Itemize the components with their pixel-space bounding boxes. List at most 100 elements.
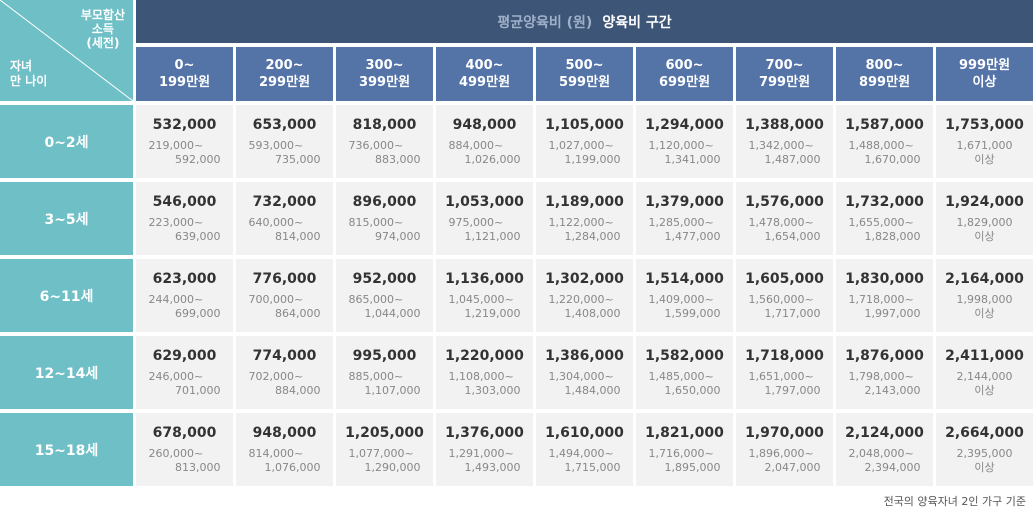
table-cell: 1,205,000 1,077,000~ 1,290,000 [336, 413, 433, 486]
range-low: 885,000~ [348, 370, 404, 383]
cost-range: 2,048,000~ 2,394,000 [849, 447, 921, 475]
range-high: 1,076,000 [264, 461, 321, 474]
average-cost: 1,605,000 [745, 271, 824, 287]
age-row-header: 0~2세 [0, 105, 133, 178]
table-cell: 1,220,000 1,108,000~ 1,303,000 [436, 336, 533, 409]
average-cost: 1,576,000 [745, 194, 824, 210]
range-low: 975,000~ [448, 216, 504, 229]
table-cell: 1,053,000 975,000~ 1,121,000 [436, 182, 533, 255]
income-column-header: 600~ 699만원 [636, 47, 733, 101]
average-cost: 623,000 [152, 271, 217, 287]
average-cost: 653,000 [252, 117, 317, 133]
range-low: 1,120,000~ [648, 139, 714, 152]
range-low: 1,122,000~ [548, 216, 614, 229]
range-high: 1,199,000 [564, 153, 621, 166]
table-cell: 732,000 640,000~ 814,000 [236, 182, 333, 255]
range-low: 260,000~ [148, 447, 204, 460]
cost-range: 885,000~ 1,107,000 [349, 370, 421, 398]
range-low: 1,409,000~ [648, 293, 714, 306]
range-low: 1,671,000 [956, 139, 1013, 152]
range-high: 이상 [974, 230, 995, 243]
range-low: 1,718,000~ [848, 293, 914, 306]
average-cost: 1,718,000 [745, 348, 824, 364]
average-cost: 2,664,000 [945, 425, 1024, 441]
table-cell: 1,294,000 1,120,000~ 1,341,000 [636, 105, 733, 178]
table-cell: 818,000 736,000~ 883,000 [336, 105, 433, 178]
range-low: 1,798,000~ [848, 370, 914, 383]
table-cell: 2,664,000 2,395,000 이상 [936, 413, 1033, 486]
range-low: 244,000~ [148, 293, 204, 306]
average-cost: 776,000 [252, 271, 317, 287]
range-low: 1,108,000~ [448, 370, 514, 383]
range-high: 1,654,000 [764, 230, 821, 243]
cost-range: 1,998,000 이상 [957, 293, 1013, 321]
range-high: 639,000 [175, 230, 221, 243]
average-cost: 546,000 [152, 194, 217, 210]
average-cost: 1,294,000 [645, 117, 724, 133]
cost-range: 1,409,000~ 1,599,000 [649, 293, 721, 321]
range-high: 883,000 [375, 153, 421, 166]
range-low: 1,560,000~ [748, 293, 814, 306]
range-high: 1,341,000 [664, 153, 721, 166]
range-low: 1,829,000 [956, 216, 1013, 229]
cost-range: 1,120,000~ 1,341,000 [649, 139, 721, 167]
range-low: 1,655,000~ [848, 216, 914, 229]
table-cell: 1,302,000 1,220,000~ 1,408,000 [536, 259, 633, 332]
cost-range: 975,000~ 1,121,000 [449, 216, 521, 244]
cost-range: 2,144,000 이상 [957, 370, 1013, 398]
average-cost: 1,053,000 [445, 194, 524, 210]
table-cell: 1,105,000 1,027,000~ 1,199,000 [536, 105, 633, 178]
range-high: 1,650,000 [664, 384, 721, 397]
range-high: 1,493,000 [464, 461, 521, 474]
table-cell: 776,000 700,000~ 864,000 [236, 259, 333, 332]
table-cell: 629,000 246,000~ 701,000 [136, 336, 233, 409]
average-cost: 1,220,000 [445, 348, 524, 364]
average-cost: 1,924,000 [945, 194, 1024, 210]
table-cell: 1,753,000 1,671,000 이상 [936, 105, 1033, 178]
table-cell: 2,164,000 1,998,000 이상 [936, 259, 1033, 332]
cost-range: 2,395,000 이상 [957, 447, 1013, 475]
average-cost: 1,105,000 [545, 117, 624, 133]
range-high: 592,000 [175, 153, 221, 166]
range-low: 1,220,000~ [548, 293, 614, 306]
cost-range: 865,000~ 1,044,000 [349, 293, 421, 321]
average-cost: 1,582,000 [645, 348, 724, 364]
average-cost: 732,000 [252, 194, 317, 210]
range-low: 219,000~ [148, 139, 204, 152]
range-high: 701,000 [175, 384, 221, 397]
table-cell: 1,718,000 1,651,000~ 1,797,000 [736, 336, 833, 409]
table-cell: 774,000 702,000~ 884,000 [236, 336, 333, 409]
average-cost: 2,411,000 [945, 348, 1024, 364]
cost-range: 1,494,000~ 1,715,000 [549, 447, 621, 475]
average-cost: 1,136,000 [445, 271, 524, 287]
table-cell: 1,379,000 1,285,000~ 1,477,000 [636, 182, 733, 255]
average-cost: 1,388,000 [745, 117, 824, 133]
range-low: 815,000~ [348, 216, 404, 229]
income-axis-label: 부모합산 소득 (세전) [80, 8, 125, 50]
age-row-header: 12~14세 [0, 336, 133, 409]
average-cost: 1,821,000 [645, 425, 724, 441]
cost-range: 593,000~ 735,000 [249, 139, 321, 167]
table-cell: 1,610,000 1,494,000~ 1,715,000 [536, 413, 633, 486]
table-cell: 1,605,000 1,560,000~ 1,717,000 [736, 259, 833, 332]
average-cost: 1,876,000 [845, 348, 924, 364]
cost-range: 884,000~ 1,026,000 [449, 139, 521, 167]
table-cell: 948,000 814,000~ 1,076,000 [236, 413, 333, 486]
table-cell: 1,970,000 1,896,000~ 2,047,000 [736, 413, 833, 486]
cost-range: 700,000~ 864,000 [249, 293, 321, 321]
range-high: 813,000 [175, 461, 221, 474]
range-low: 1,651,000~ [748, 370, 814, 383]
average-cost: 2,164,000 [945, 271, 1024, 287]
childcare-cost-table: 부모합산 소득 (세전) 자녀 만 나이 평균양육비 (원) 양육비 구간 0~… [0, 0, 1033, 486]
average-cost: 1,514,000 [645, 271, 724, 287]
average-cost: 1,386,000 [545, 348, 624, 364]
range-high: 이상 [974, 384, 995, 397]
range-high: 1,477,000 [664, 230, 721, 243]
range-low: 1,716,000~ [648, 447, 714, 460]
banner-prefix: 평균양육비 (원) [497, 14, 593, 31]
average-cost: 896,000 [352, 194, 417, 210]
cost-range: 1,651,000~ 1,797,000 [749, 370, 821, 398]
cost-range: 1,027,000~ 1,199,000 [549, 139, 621, 167]
average-cost: 1,205,000 [345, 425, 424, 441]
range-high: 1,290,000 [364, 461, 421, 474]
